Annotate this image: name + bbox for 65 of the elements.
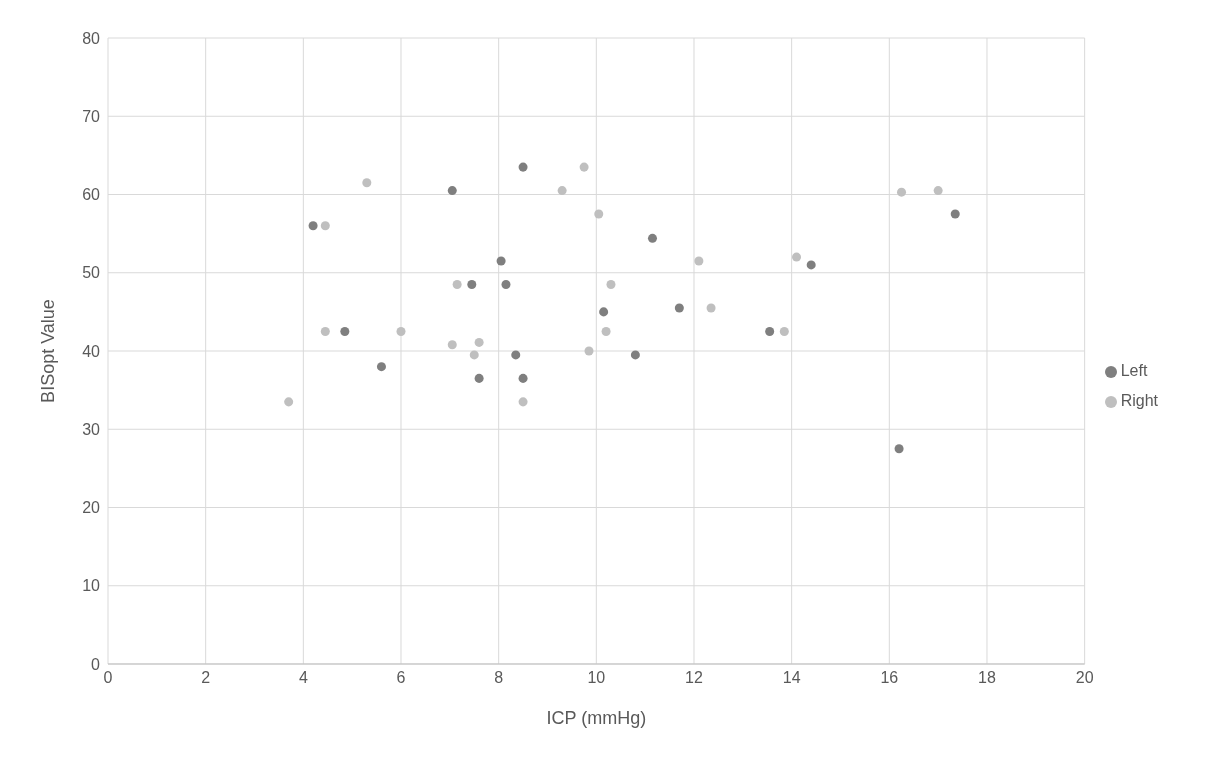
point [933, 186, 943, 196]
y-tick-label: 80 [82, 29, 101, 47]
point [694, 256, 704, 266]
point [496, 256, 506, 266]
x-tick-label: 8 [494, 669, 504, 687]
x-tick-label: 18 [978, 669, 996, 687]
point [594, 209, 604, 219]
point [518, 373, 528, 383]
x-tick-label: 14 [782, 669, 801, 687]
x-tick-label: 20 [1075, 669, 1094, 687]
point [320, 221, 330, 231]
point [518, 162, 528, 172]
point [518, 397, 528, 407]
point [557, 186, 567, 196]
x-tick-label: 4 [298, 669, 308, 687]
x-tick-label: 10 [587, 669, 606, 687]
point [706, 303, 716, 313]
legend-label: Left [1120, 362, 1148, 379]
point [452, 279, 462, 289]
y-tick-label: 60 [82, 186, 101, 204]
point [606, 279, 616, 289]
y-tick-label: 30 [82, 420, 101, 438]
point [320, 326, 330, 336]
y-tick-label: 20 [82, 499, 101, 517]
point [630, 350, 640, 360]
point [779, 326, 789, 336]
x-tick-label: 16 [880, 669, 899, 687]
point [647, 233, 657, 243]
point [447, 186, 457, 196]
x-tick-label: 0 [103, 669, 113, 687]
point [579, 162, 589, 172]
point [765, 326, 775, 336]
point [601, 326, 611, 336]
point [474, 337, 484, 347]
point [894, 444, 904, 454]
y-tick-label: 70 [82, 107, 101, 125]
x-tick-label: 6 [396, 669, 406, 687]
point [501, 279, 511, 289]
point [584, 346, 594, 356]
point [376, 362, 386, 372]
x-tick-label: 12 [685, 669, 703, 687]
point [447, 340, 457, 350]
point [469, 350, 479, 360]
point [474, 373, 484, 383]
x-axis-title: ICP (mmHg) [546, 708, 647, 728]
y-tick-label: 0 [91, 655, 101, 673]
point [396, 326, 406, 336]
point [362, 178, 372, 188]
point [467, 279, 477, 289]
legend-label: Right [1120, 392, 1158, 409]
point [284, 397, 294, 407]
point [806, 260, 816, 270]
point [599, 307, 609, 317]
y-axis-title: BISopt Value [38, 299, 59, 403]
y-tick-label: 10 [82, 577, 101, 595]
y-tick-label: 50 [82, 264, 101, 282]
x-tick-label: 2 [201, 669, 211, 687]
point [340, 326, 350, 336]
point [897, 187, 907, 197]
point [950, 209, 960, 219]
point [674, 303, 684, 313]
point [511, 350, 521, 360]
point [308, 221, 318, 231]
y-tick-label: 40 [82, 342, 101, 360]
point [792, 252, 802, 262]
